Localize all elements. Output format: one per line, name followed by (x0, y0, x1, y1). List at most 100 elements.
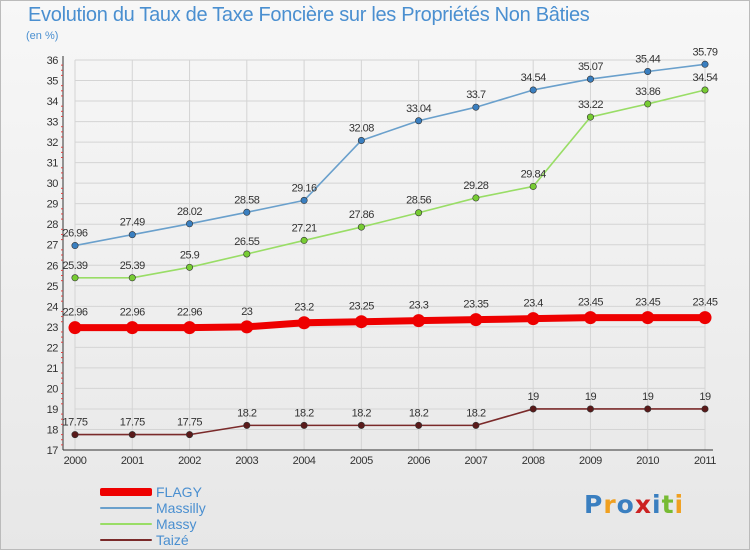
x-tick-label: 2005 (350, 455, 373, 467)
data-label-massy: 26.55 (234, 236, 259, 248)
logo-letter: P (584, 490, 604, 519)
x-tick-label: 2006 (407, 455, 430, 467)
data-label-massy: 25.39 (120, 260, 145, 272)
legend-swatch (100, 539, 152, 541)
data-label-massilly: 28.02 (177, 206, 202, 218)
legend-swatch (100, 488, 152, 496)
chart-title: Evolution du Taux de Taxe Foncière sur l… (28, 4, 590, 26)
data-point-flagy (240, 320, 254, 334)
legend-label: Taizé (156, 532, 189, 548)
y-tick-label: 35 (47, 76, 59, 88)
data-point-massy (128, 274, 136, 282)
y-tick-label: 30 (47, 178, 59, 190)
data-label-massy: 33.22 (578, 99, 603, 111)
data-label-massilly: 29.16 (292, 182, 317, 194)
data-label-massilly: 26.96 (62, 228, 87, 240)
data-point-taiz- (586, 405, 594, 413)
data-point-flagy (641, 311, 655, 325)
logo-letter: i (674, 490, 685, 519)
legend-item-massy: Massy (100, 516, 196, 532)
y-tick-label: 22 (47, 342, 59, 354)
x-tick-label: 2007 (464, 455, 487, 467)
y-tick-label: 23 (47, 322, 59, 334)
logo-letter: t (661, 490, 675, 519)
legend-swatch (100, 523, 152, 525)
data-label-taiz-: 17.75 (62, 417, 87, 429)
data-label-massilly: 35.07 (578, 61, 603, 73)
data-point-massilly (300, 196, 308, 204)
legend-label: Massy (156, 516, 197, 532)
grid (74, 59, 706, 450)
data-label-taiz-: 18.2 (237, 407, 257, 419)
data-label-flagy: 23.25 (349, 301, 374, 313)
data-point-flagy (297, 316, 311, 330)
data-label-massilly: 33.04 (406, 103, 431, 115)
axes: 17 18 19 20 21 22 23 24 25 26 27 28 29 30 31 32 33 34 35 36… (47, 55, 717, 467)
data-point-flagy (526, 312, 540, 326)
data-label-flagy: 23.35 (463, 299, 488, 311)
data-point-massilly (186, 220, 194, 228)
data-label-massilly: 34.54 (521, 72, 546, 84)
data-label-massy: 29.84 (521, 168, 546, 180)
data-point-taiz- (701, 405, 709, 413)
data-point-massilly (415, 117, 423, 125)
data-label-taiz-: 19 (528, 391, 540, 403)
data-point-massilly (71, 242, 79, 250)
data-point-flagy (698, 311, 712, 325)
data-label-taiz-: 19 (642, 391, 654, 403)
legend-item-taiz-: Taizé (100, 532, 189, 548)
y-tick-label: 28 (47, 219, 59, 231)
y-tick-label: 17 (47, 445, 59, 457)
data-point-taiz- (71, 431, 79, 439)
x-tick-label: 2000 (64, 455, 87, 467)
y-tick-label: 31 (47, 158, 59, 170)
series-line-taiz- (74, 408, 706, 436)
data-point-taiz- (243, 421, 251, 429)
data-label-massy: 27.21 (292, 222, 317, 234)
data-label-massilly: 33.7 (466, 89, 486, 101)
data-point-flagy (183, 321, 197, 335)
data-point-massy (300, 236, 308, 244)
data-point-flagy (469, 313, 483, 327)
data-point-taiz- (415, 421, 423, 429)
data-point-massilly (644, 67, 652, 75)
y-tick-label: 20 (47, 383, 59, 395)
data-label-taiz-: 18.2 (294, 407, 314, 419)
y-tick-label: 33 (47, 117, 59, 129)
data-point-flagy (412, 314, 426, 328)
y-tick-label: 34 (47, 96, 59, 108)
logo-letter: o (616, 490, 635, 519)
x-tick-label: 2010 (636, 455, 659, 467)
data-label-massy: 29.28 (463, 180, 488, 192)
data-label-massy: 34.54 (692, 72, 717, 84)
data-label-flagy: 23.3 (409, 300, 429, 312)
data-point-massy (186, 263, 194, 271)
data-label-massilly: 28.58 (234, 194, 259, 206)
data-label-taiz-: 18.2 (409, 407, 429, 419)
y-tick-label: 29 (47, 199, 59, 211)
data-point-massy (415, 209, 423, 217)
data-label-taiz-: 18.2 (352, 407, 372, 419)
data-label-flagy: 23 (241, 306, 253, 318)
data-label-taiz-: 17.75 (177, 417, 202, 429)
logo-letter: i (652, 490, 662, 519)
data-point-taiz- (529, 405, 537, 413)
data-point-taiz- (300, 421, 308, 429)
x-tick-label: 2002 (178, 455, 201, 467)
data-point-taiz- (357, 421, 365, 429)
data-point-massilly (243, 208, 251, 216)
data-point-massilly (472, 103, 480, 111)
data-label-massilly: 27.49 (120, 217, 145, 229)
data-point-massy (357, 223, 365, 231)
data-point-massy (71, 274, 79, 282)
data-point-taiz- (186, 431, 194, 439)
data-point-massy (644, 100, 652, 108)
logo-letter: r (603, 490, 617, 519)
y-tick-label: 36 (47, 55, 59, 67)
series-line-massilly (74, 63, 706, 247)
legend-item-massilly: Massilly (100, 500, 206, 516)
data-label-massy: 33.86 (635, 86, 660, 98)
data-point-taiz- (644, 405, 652, 413)
x-tick-label: 2003 (235, 455, 258, 467)
